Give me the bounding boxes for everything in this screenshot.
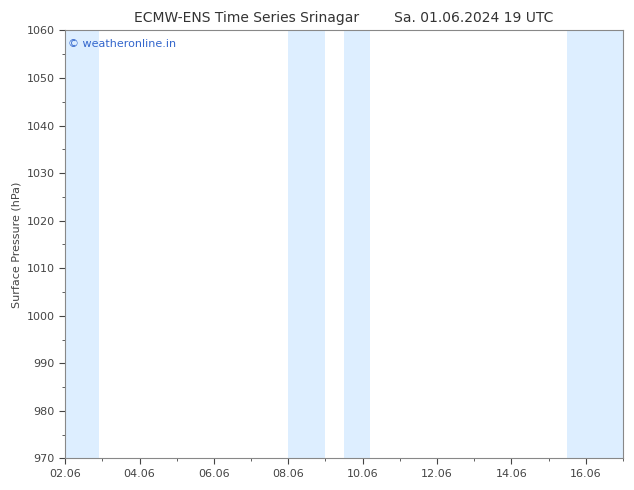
Text: © weatheronline.in: © weatheronline.in bbox=[68, 39, 176, 49]
Bar bbox=[567, 30, 623, 459]
Title: ECMW-ENS Time Series Srinagar        Sa. 01.06.2024 19 UTC: ECMW-ENS Time Series Srinagar Sa. 01.06.… bbox=[134, 11, 553, 25]
Bar bbox=[344, 30, 370, 459]
Bar bbox=[65, 30, 99, 459]
Y-axis label: Surface Pressure (hPa): Surface Pressure (hPa) bbox=[11, 181, 21, 308]
Bar bbox=[288, 30, 325, 459]
